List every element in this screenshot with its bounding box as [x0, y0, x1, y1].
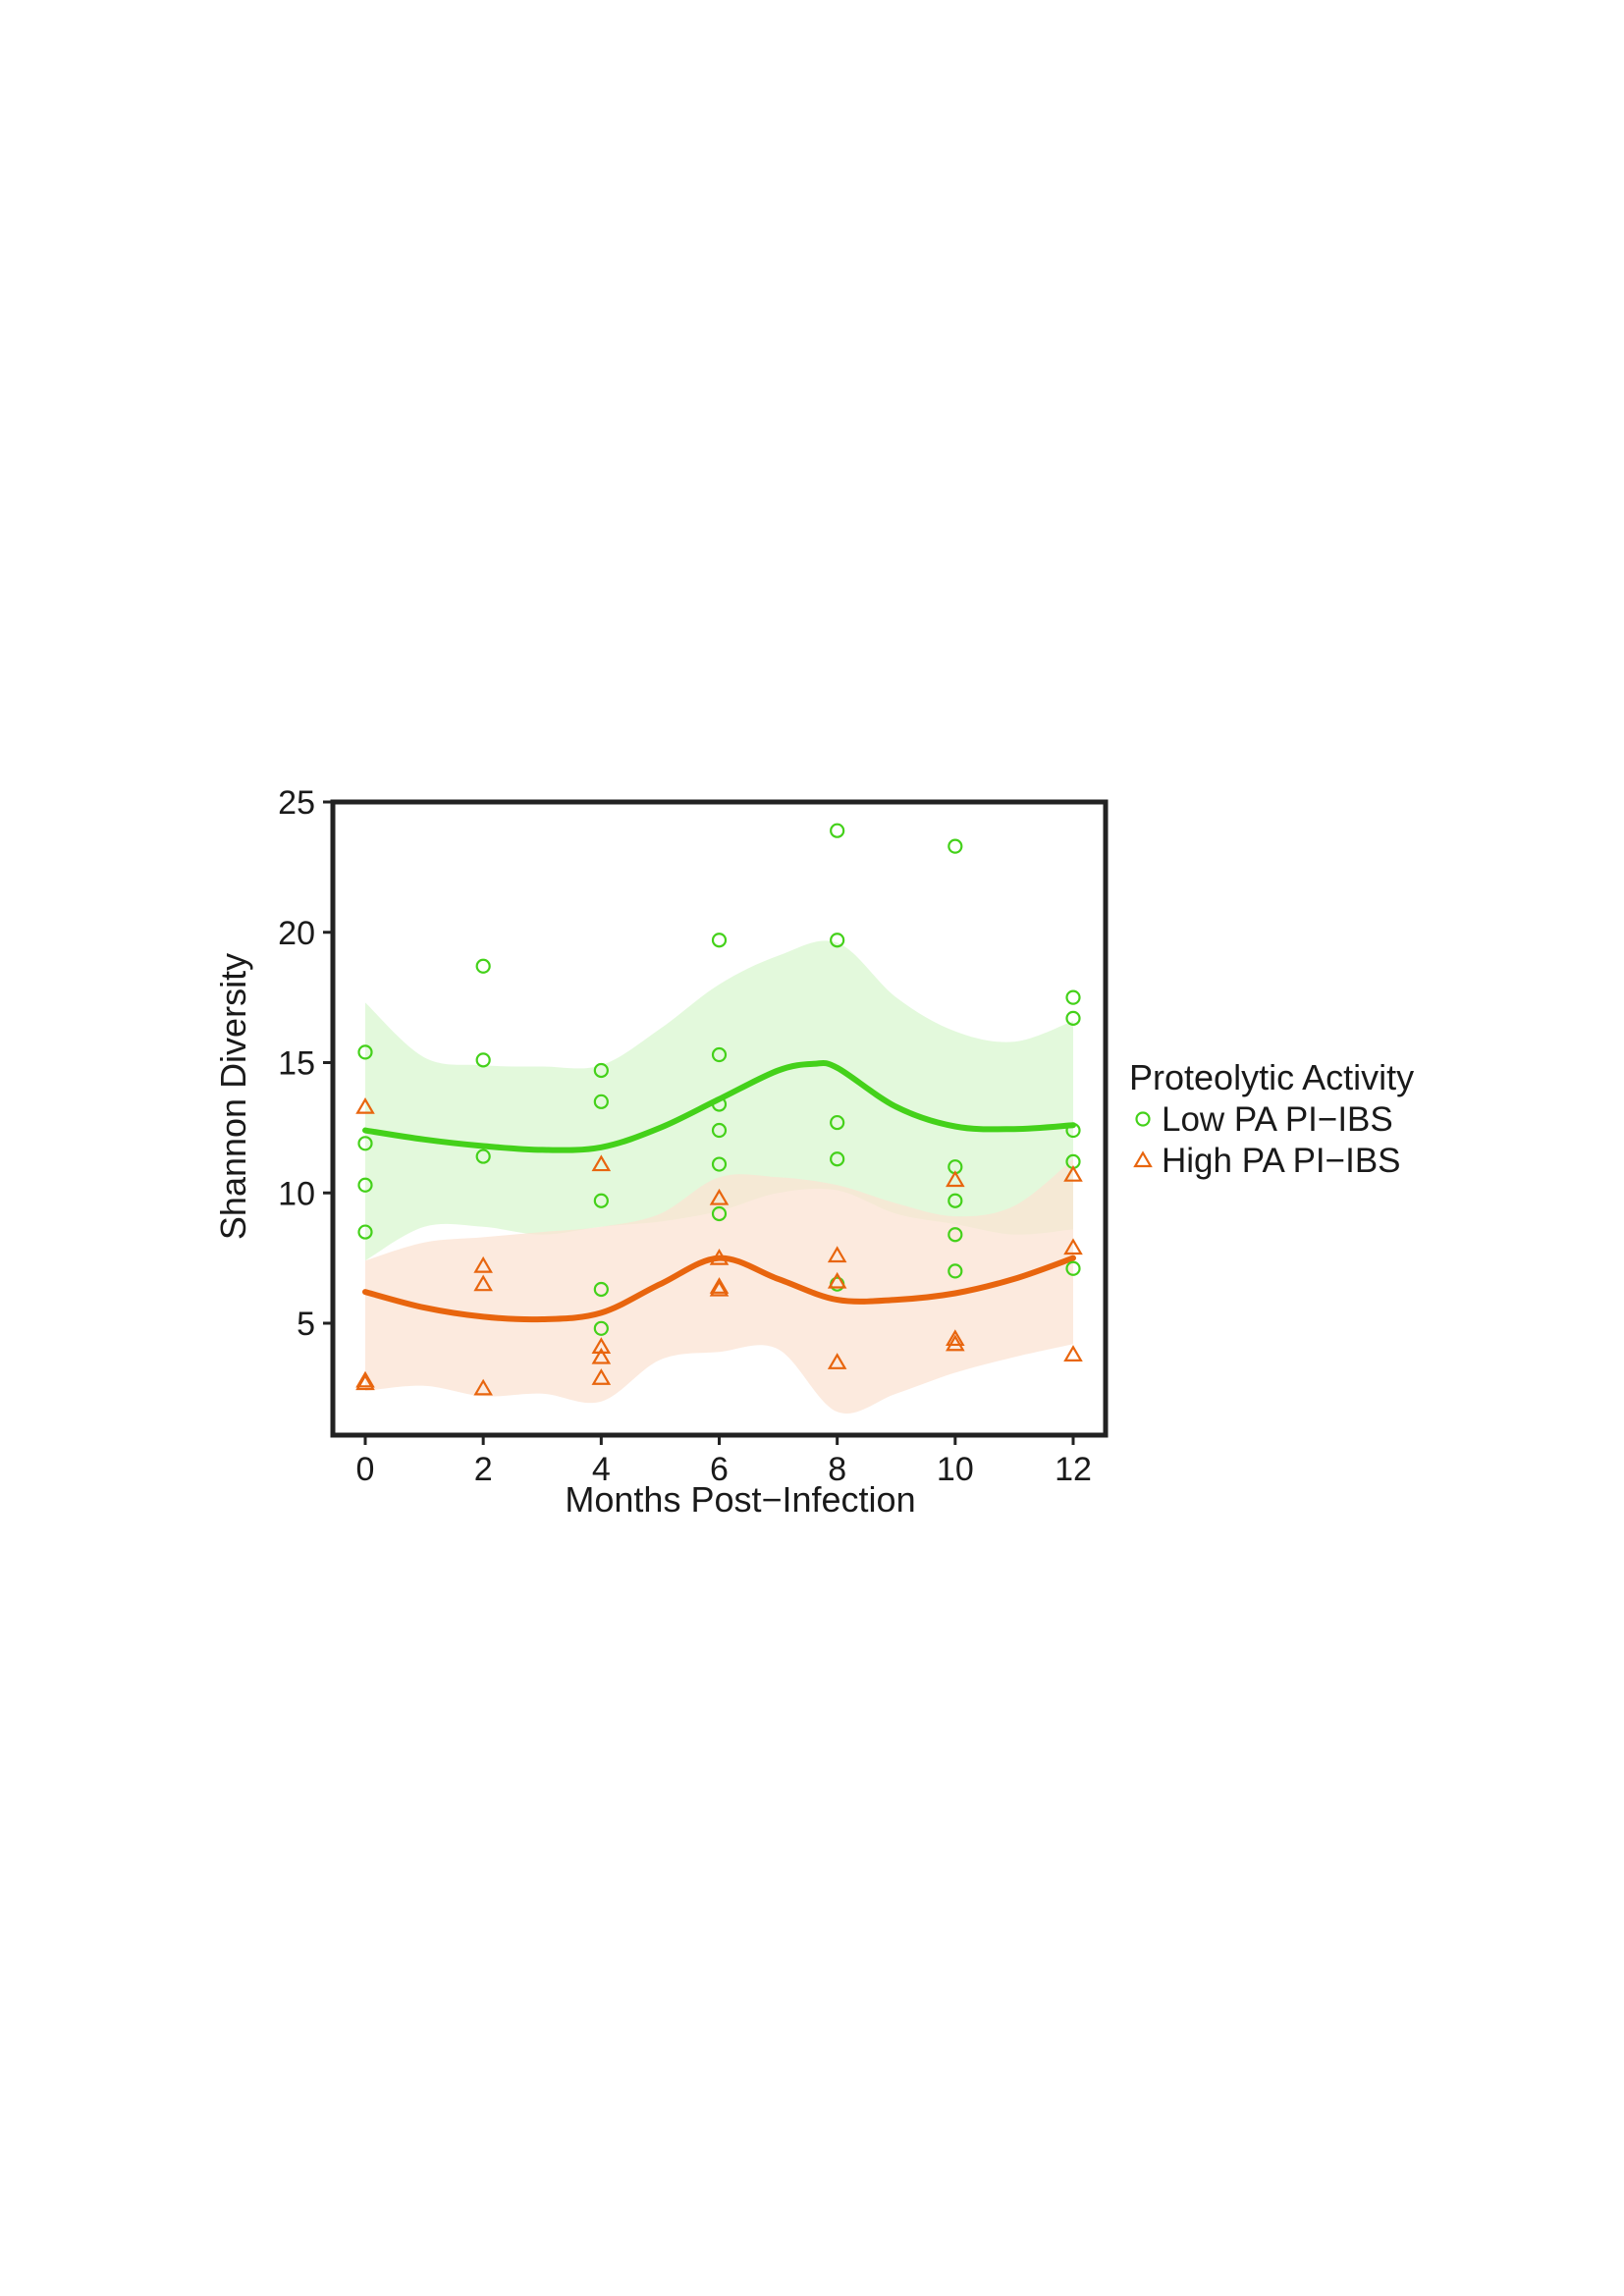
low-pa-point [830, 823, 845, 838]
high-pa-point [355, 1373, 375, 1391]
high-pa-point [591, 1154, 612, 1172]
low-pa-point [1065, 1122, 1081, 1139]
high-pa-point [591, 1347, 612, 1364]
high-pa-point [709, 1188, 730, 1205]
low-pa-point [475, 1148, 491, 1164]
low-pa-point [593, 1193, 609, 1208]
high-pa-point [591, 1337, 612, 1354]
low-pa-point [711, 1156, 728, 1172]
low-pa-point [711, 1122, 728, 1139]
low-pa-point [711, 1046, 728, 1063]
legend-item-high-pa: High PA PI−IBS [1133, 1142, 1401, 1180]
y-axis-ticks: 5 10 15 20 25 [278, 784, 333, 1343]
x-tick-label: 0 [356, 1451, 375, 1488]
low-pa-point [711, 1205, 728, 1222]
high-pa-confidence-band [365, 1158, 1073, 1414]
y-tick-label: 10 [278, 1175, 315, 1212]
legend-item-low-pa: Low PA PI−IBS [1135, 1100, 1393, 1139]
low-pa-point [357, 1136, 373, 1151]
high-pa-point [473, 1378, 493, 1396]
low-pa-point [711, 1096, 728, 1112]
legend-key-low-pa [1135, 1111, 1151, 1127]
high-pa-point [1063, 1238, 1083, 1255]
high-pa-point [1063, 1345, 1083, 1362]
x-tick-label: 12 [1055, 1451, 1092, 1488]
legend-key-high-pa [1133, 1150, 1153, 1168]
legend-label-high-pa: High PA PI−IBS [1162, 1142, 1401, 1180]
high-pa-smooth-line [362, 1255, 1076, 1323]
low-pa-point [475, 958, 491, 974]
low-pa-point [947, 1193, 963, 1208]
low-pa-point [1065, 1260, 1081, 1276]
high-pa-point [473, 1255, 493, 1273]
low-pa-point [475, 1052, 491, 1068]
low-pa-point [830, 933, 845, 948]
low-pa-point [593, 1320, 609, 1336]
high-pa-point [355, 1096, 375, 1114]
x-tick-label: 6 [710, 1451, 729, 1488]
smooth-curves [362, 1059, 1076, 1323]
x-tick-label: 8 [828, 1451, 846, 1488]
low-pa-point [711, 933, 728, 948]
high-pa-point [709, 1279, 730, 1297]
low-pa-point [830, 1114, 845, 1131]
data-points [355, 823, 1083, 1396]
high-pa-point [827, 1353, 847, 1369]
x-axis-ticks: 0 2 4 6 8 10 12 [356, 1435, 1092, 1488]
low-pa-smooth-line [362, 1059, 1076, 1153]
x-tick-label: 2 [474, 1451, 493, 1488]
high-pa-point [1063, 1164, 1083, 1182]
low-pa-point [357, 1224, 373, 1240]
low-pa-point [357, 1177, 373, 1193]
high-pa-point [355, 1370, 375, 1388]
high-pa-point [709, 1248, 730, 1265]
high-pa-point [946, 1170, 965, 1188]
low-pa-point [357, 1044, 373, 1060]
low-pa-point [947, 1263, 963, 1279]
high-pa-point [827, 1271, 847, 1289]
high-pa-point [946, 1334, 965, 1352]
low-pa-point [593, 1094, 609, 1109]
low-pa-point [593, 1281, 609, 1298]
high-pa-point [473, 1274, 493, 1292]
y-axis-title: Shannon Diversity [213, 953, 253, 1240]
high-pa-point [946, 1329, 965, 1347]
low-pa-point [830, 1151, 845, 1167]
y-tick-label: 25 [278, 784, 315, 822]
low-pa-point [1065, 1010, 1081, 1026]
high-pa-point [591, 1368, 612, 1385]
y-tick-label: 5 [297, 1306, 315, 1343]
high-pa-point [709, 1277, 730, 1294]
low-pa-point [947, 1227, 963, 1243]
legend-title: Proteolytic Activity [1129, 1057, 1414, 1097]
high-pa-point [827, 1246, 847, 1263]
low-pa-point [1065, 989, 1081, 1005]
low-pa-point [593, 1062, 609, 1079]
x-tick-label: 10 [937, 1451, 974, 1488]
legend-label-low-pa: Low PA PI−IBS [1162, 1100, 1393, 1139]
low-pa-point [947, 838, 963, 854]
y-tick-label: 15 [278, 1045, 315, 1083]
confidence-bands [365, 940, 1073, 1414]
x-tick-label: 4 [592, 1451, 611, 1488]
y-tick-label: 20 [278, 915, 315, 952]
x-axis-title: Months Post−Infection [565, 1479, 915, 1520]
